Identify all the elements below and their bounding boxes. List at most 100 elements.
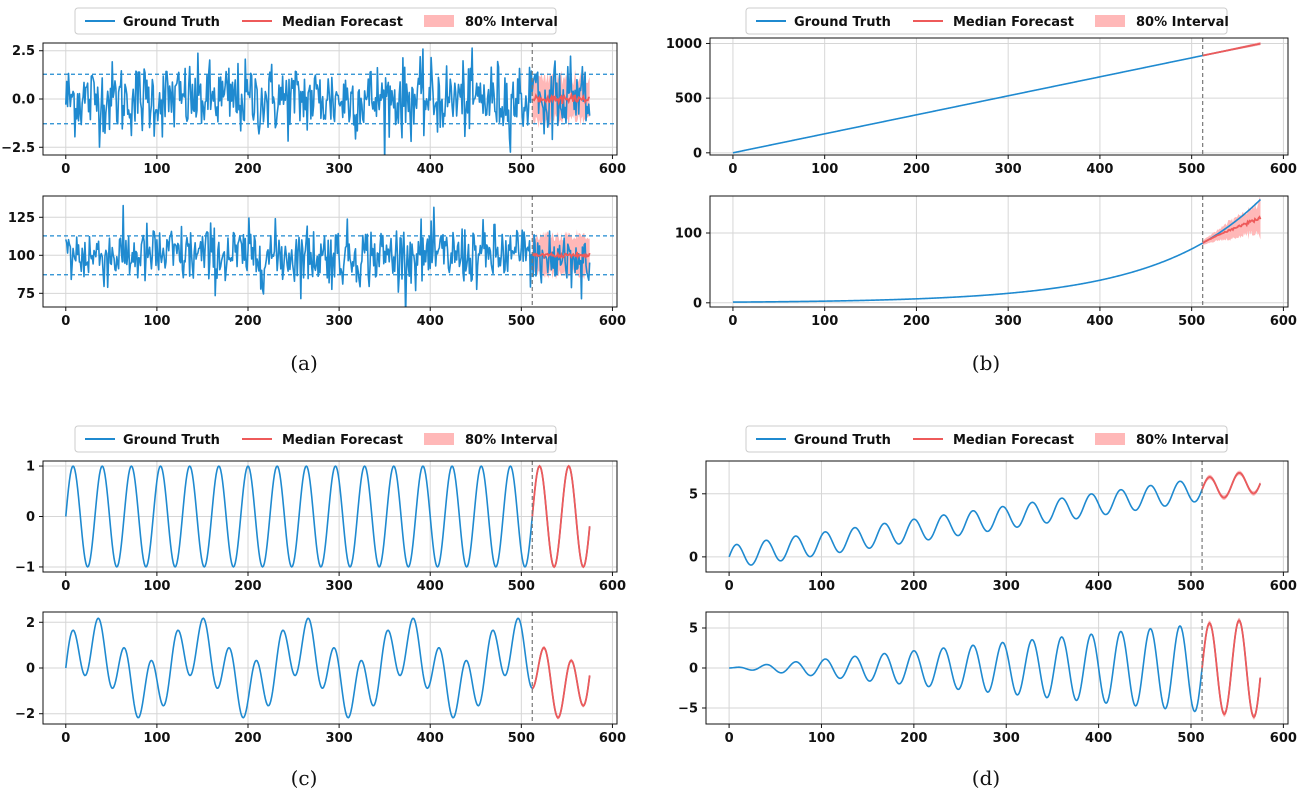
median-forecast-line bbox=[532, 251, 591, 260]
ground-truth-line bbox=[64, 47, 591, 155]
legend-interval-label: 80% Interval bbox=[465, 15, 558, 30]
x-tick-label: 0 bbox=[61, 162, 70, 177]
legend-median-forecast-label: Median Forecast bbox=[953, 15, 1074, 30]
x-tick-label: 300 bbox=[326, 731, 353, 746]
y-tick-label: 0 bbox=[26, 662, 35, 677]
x-tick-label: 300 bbox=[326, 162, 353, 177]
x-tick-label: 600 bbox=[1270, 314, 1297, 329]
x-tick-label: 400 bbox=[1086, 314, 1113, 329]
subfigure-caption: (b) bbox=[972, 351, 1000, 375]
y-tick-label: 100 bbox=[8, 249, 35, 264]
x-tick-label: 500 bbox=[508, 314, 535, 329]
legend-interval-swatch bbox=[424, 15, 454, 27]
y-tick-label: 0 bbox=[26, 510, 35, 525]
x-tick-label: 0 bbox=[61, 731, 70, 746]
x-tick-label: 500 bbox=[1178, 314, 1205, 329]
x-tick-label: 400 bbox=[1086, 162, 1113, 177]
ground-truth-line bbox=[64, 617, 591, 719]
ground-truth-line bbox=[729, 619, 1262, 718]
legend-frame bbox=[74, 425, 557, 453]
legend-median-forecast-label: Median Forecast bbox=[282, 15, 403, 30]
x-tick-label: 100 bbox=[143, 731, 170, 746]
ground-truth-line bbox=[65, 204, 591, 307]
subplot: 0 100 200 300 400 500 600 −1 0 1 bbox=[15, 460, 626, 594]
ground-truth-line bbox=[64, 465, 591, 568]
subplot: 0 100 200 300 400 500 600 −5 0 5 bbox=[678, 611, 1297, 746]
axes-frame bbox=[42, 195, 618, 308]
x-tick-label: 200 bbox=[900, 579, 927, 594]
x-tick-label: 300 bbox=[993, 579, 1020, 594]
y-tick-label: −5 bbox=[678, 702, 698, 717]
x-tick-label: 200 bbox=[234, 731, 261, 746]
x-tick-label: 100 bbox=[808, 579, 835, 594]
subplot: 0 100 200 300 400 500 600 −2 0 2 bbox=[15, 611, 626, 746]
subplot: 0 100 200 300 400 500 600 0 500 1000 bbox=[666, 37, 1297, 177]
legend-interval-swatch bbox=[1095, 433, 1125, 445]
x-tick-label: 100 bbox=[143, 314, 170, 329]
x-tick-label: 600 bbox=[599, 162, 626, 177]
x-tick-label: 300 bbox=[326, 579, 353, 594]
median-forecast-line bbox=[1202, 42, 1261, 57]
legend-ground-truth-label: Ground Truth bbox=[794, 433, 891, 448]
y-tick-label: −2.5 bbox=[1, 141, 35, 156]
subplot: 0 100 200 300 400 500 600 75 100 125 bbox=[8, 195, 626, 329]
y-tick-label: 2 bbox=[26, 616, 35, 631]
x-tick-label: 600 bbox=[1270, 162, 1297, 177]
x-tick-label: 600 bbox=[1270, 731, 1297, 746]
y-tick-label: 0.0 bbox=[12, 93, 35, 108]
x-tick-label: 0 bbox=[728, 314, 737, 329]
x-tick-label: 400 bbox=[417, 314, 444, 329]
axes-frame bbox=[705, 460, 1289, 573]
x-tick-label: 0 bbox=[61, 579, 70, 594]
legend-ground-truth-label: Ground Truth bbox=[794, 15, 891, 30]
y-tick-label: 100 bbox=[675, 227, 702, 242]
x-tick-label: 400 bbox=[417, 162, 444, 177]
x-tick-label: 100 bbox=[143, 162, 170, 177]
x-tick-label: 0 bbox=[725, 731, 734, 746]
legend-interval-label: 80% Interval bbox=[1136, 433, 1229, 448]
x-tick-label: 600 bbox=[599, 314, 626, 329]
subfigure-caption: (d) bbox=[972, 766, 1000, 790]
ground-truth-line bbox=[728, 472, 1262, 566]
x-tick-label: 100 bbox=[143, 579, 170, 594]
legend: Ground Truth Median Forecast 80% Interval bbox=[74, 7, 558, 35]
x-tick-label: 0 bbox=[725, 579, 734, 594]
legend-ground-truth-label: Ground Truth bbox=[123, 433, 220, 448]
x-tick-label: 300 bbox=[326, 314, 353, 329]
y-tick-label: −1 bbox=[15, 560, 35, 575]
x-tick-label: 0 bbox=[61, 314, 70, 329]
subfigure-caption: (a) bbox=[290, 351, 318, 375]
y-tick-label: 5 bbox=[689, 487, 698, 502]
legend-median-forecast-label: Median Forecast bbox=[953, 433, 1074, 448]
legend: Ground Truth Median Forecast 80% Interval bbox=[745, 7, 1229, 35]
y-tick-label: 5 bbox=[689, 622, 698, 637]
x-tick-label: 200 bbox=[903, 162, 930, 177]
y-tick-label: 75 bbox=[17, 287, 35, 302]
y-tick-label: 125 bbox=[8, 211, 35, 226]
subfigure-caption: (c) bbox=[291, 766, 318, 790]
x-tick-label: 100 bbox=[811, 162, 838, 177]
legend-frame bbox=[745, 425, 1228, 453]
axes-frame bbox=[709, 195, 1289, 308]
x-tick-label: 0 bbox=[728, 162, 737, 177]
x-tick-label: 200 bbox=[903, 314, 930, 329]
legend: Ground Truth Median Forecast 80% Interval bbox=[745, 425, 1229, 453]
y-tick-label: 500 bbox=[675, 92, 702, 107]
x-tick-label: 400 bbox=[417, 579, 444, 594]
subplot: 0 100 200 300 400 500 600 0 5 bbox=[689, 460, 1297, 594]
legend-ground-truth-label: Ground Truth bbox=[123, 15, 220, 30]
interval-band bbox=[1202, 196, 1261, 246]
x-tick-label: 500 bbox=[508, 579, 535, 594]
x-tick-label: 600 bbox=[599, 731, 626, 746]
x-tick-label: 300 bbox=[995, 314, 1022, 329]
x-tick-label: 200 bbox=[234, 579, 261, 594]
x-tick-label: 300 bbox=[995, 162, 1022, 177]
subplot: 0 100 200 300 400 500 600 0 100 bbox=[675, 195, 1297, 329]
x-tick-label: 500 bbox=[1177, 731, 1204, 746]
axes-frame bbox=[709, 37, 1289, 156]
y-tick-label: 0 bbox=[693, 146, 702, 161]
legend-frame bbox=[74, 7, 557, 35]
x-tick-label: 500 bbox=[508, 731, 535, 746]
median-forecast-line bbox=[531, 646, 591, 719]
